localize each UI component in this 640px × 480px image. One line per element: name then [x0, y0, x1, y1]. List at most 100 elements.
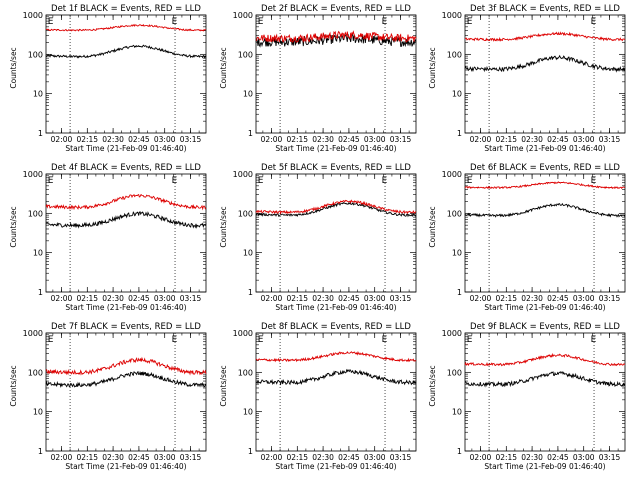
- x-tick-label: 03:00: [154, 453, 176, 462]
- x-axis-label: Start Time (21-Feb-09 01:46:40): [65, 462, 186, 471]
- x-tick-label: 02:30: [312, 453, 334, 462]
- x-tick-label: 03:15: [180, 135, 202, 144]
- y-tick-label: 10: [33, 90, 43, 99]
- plot-frame: [255, 14, 417, 134]
- x-tick-label: 03:15: [390, 294, 412, 303]
- x-tick-label: 02:45: [547, 294, 569, 303]
- y-axis-label: Counts/sec: [9, 365, 18, 406]
- y-tick-label: 100: [238, 50, 253, 59]
- detector-panel-3: Det 3f BLACK = Events, RED = LLD 1 10 100 10…: [428, 4, 626, 153]
- y-tick-label: 100: [447, 50, 462, 59]
- event-marker-label: E: [467, 17, 473, 27]
- y-tick-label: 10: [243, 249, 253, 258]
- plot-frame: [464, 14, 626, 134]
- panel-title: Det 2f BLACK = Events, RED = LLD: [261, 4, 411, 14]
- x-tick-label: 03:15: [390, 135, 412, 144]
- x-tick-label: 02:30: [102, 453, 124, 462]
- event-marker-label: E: [258, 335, 264, 345]
- x-tick-label: 02:00: [261, 135, 283, 144]
- event-marker-label: E: [258, 176, 264, 186]
- x-tick-label: 02:30: [521, 453, 543, 462]
- y-tick-label: 10: [33, 249, 43, 258]
- y-tick-label: 1: [38, 129, 43, 138]
- x-tick-label: 02:15: [495, 453, 517, 462]
- x-tick-label: 02:30: [312, 294, 334, 303]
- y-tick-label: 1: [38, 288, 43, 297]
- panel-title: Det 4f BLACK = Events, RED = LLD: [51, 163, 201, 173]
- y-tick-label: 1: [457, 129, 462, 138]
- detector-panel-4: Det 4f BLACK = Events, RED = LLD 1 10 100 10…: [9, 163, 207, 312]
- y-tick-label: 100: [447, 368, 462, 377]
- detector-panel-5: Det 5f BLACK = Events, RED = LLD 1 10 100 10…: [219, 163, 417, 312]
- lld-series-line: [464, 181, 626, 190]
- x-tick-label: 02:15: [286, 453, 308, 462]
- x-tick-label: 02:15: [76, 294, 98, 303]
- lld-series-line: [464, 352, 626, 367]
- y-tick-label: 100: [28, 209, 43, 218]
- event-marker-label: E: [48, 176, 54, 186]
- events-series-line: [45, 370, 207, 389]
- y-tick-label: 1000: [233, 11, 253, 20]
- x-tick-label: 03:15: [599, 453, 621, 462]
- plot-frame: [464, 173, 626, 293]
- y-tick-label: 10: [452, 249, 462, 258]
- y-tick-label: 100: [28, 368, 43, 377]
- y-tick-label: 1000: [23, 329, 43, 338]
- y-tick-label: 1000: [233, 170, 253, 179]
- events-series-line: [255, 368, 417, 386]
- y-tick-label: 1000: [442, 329, 462, 338]
- panel-title: Det 7f BLACK = Events, RED = LLD: [51, 322, 201, 332]
- event-marker-label: E: [172, 335, 178, 345]
- y-tick-label: 1: [248, 129, 253, 138]
- x-tick-label: 02:00: [51, 294, 73, 303]
- y-tick-label: 1: [248, 447, 253, 456]
- x-axis-label: Start Time (21-Feb-09 01:46:40): [275, 144, 396, 153]
- lld-series-line: [464, 31, 626, 42]
- plot-frame: [45, 173, 207, 293]
- y-tick-label: 1000: [23, 11, 43, 20]
- event-marker-label: E: [382, 335, 388, 345]
- y-tick-label: 100: [28, 50, 43, 59]
- y-axis-label: Counts/sec: [428, 206, 437, 247]
- x-tick-label: 02:00: [470, 294, 492, 303]
- x-tick-label: 02:15: [76, 135, 98, 144]
- x-tick-label: 02:30: [521, 135, 543, 144]
- panel-title: Det 5f BLACK = Events, RED = LLD: [261, 163, 411, 173]
- y-tick-label: 10: [33, 408, 43, 417]
- x-tick-label: 02:00: [261, 453, 283, 462]
- detector-panel-7: Det 7f BLACK = Events, RED = LLD 1 10 100 10…: [9, 322, 207, 471]
- plot-frame: [255, 332, 417, 452]
- x-tick-label: 03:00: [573, 453, 595, 462]
- y-tick-label: 10: [243, 408, 253, 417]
- x-tick-label: 02:30: [102, 135, 124, 144]
- x-axis-label: Start Time (21-Feb-09 01:46:40): [275, 303, 396, 312]
- x-tick-label: 02:15: [495, 135, 517, 144]
- x-tick-label: 02:00: [470, 135, 492, 144]
- event-marker-label: E: [591, 17, 597, 27]
- panel-title: Det 3f BLACK = Events, RED = LLD: [470, 4, 620, 14]
- y-axis-label: Counts/sec: [9, 206, 18, 247]
- x-tick-label: 03:00: [364, 294, 386, 303]
- events-series-line: [464, 54, 626, 73]
- x-axis-label: Start Time (21-Feb-09 01:46:40): [65, 303, 186, 312]
- x-tick-label: 02:45: [128, 135, 150, 144]
- y-tick-label: 100: [238, 368, 253, 377]
- y-tick-label: 100: [447, 209, 462, 218]
- x-axis-label: Start Time (21-Feb-09 01:46:40): [484, 144, 605, 153]
- x-axis-label: Start Time (21-Feb-09 01:46:40): [275, 462, 396, 471]
- x-tick-label: 02:00: [261, 294, 283, 303]
- y-tick-label: 1: [457, 447, 462, 456]
- event-marker-label: E: [382, 176, 388, 186]
- detector-panel-6: Det 6f BLACK = Events, RED = LLD 1 10 100 10…: [428, 163, 626, 312]
- x-tick-label: 03:00: [154, 135, 176, 144]
- x-tick-label: 02:45: [338, 135, 360, 144]
- x-tick-label: 03:00: [573, 294, 595, 303]
- events-series-line: [255, 201, 417, 218]
- plot-frame: [464, 332, 626, 452]
- x-tick-label: 03:15: [180, 294, 202, 303]
- panel-title: Det 8f BLACK = Events, RED = LLD: [261, 322, 411, 332]
- x-tick-label: 02:00: [470, 453, 492, 462]
- detector-panel-9: Det 9f BLACK = Events, RED = LLD 1 10 100 10…: [428, 322, 626, 471]
- event-marker-label: E: [172, 176, 178, 186]
- x-tick-label: 03:15: [599, 294, 621, 303]
